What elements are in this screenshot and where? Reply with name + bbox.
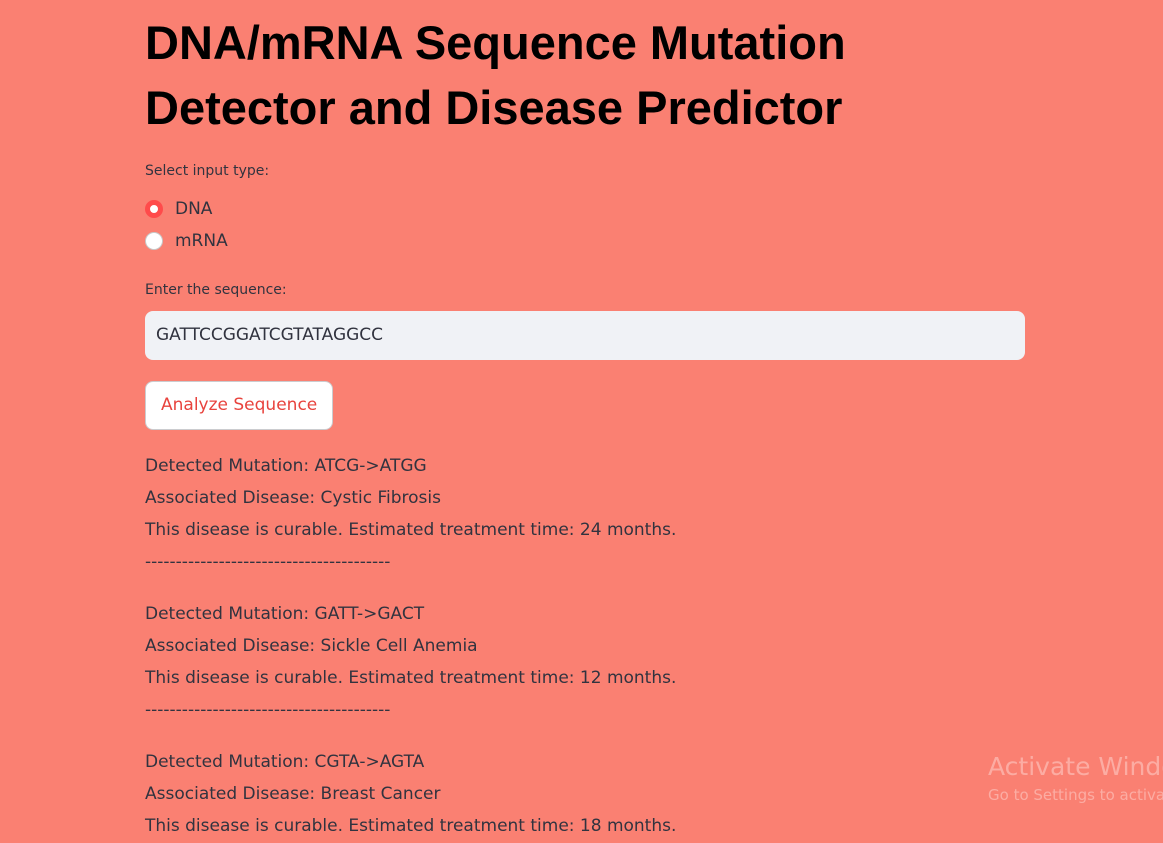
result-mutation: Detected Mutation: CGTA->AGTA bbox=[145, 752, 425, 772]
result-disease: Associated Disease: Cystic Fibrosis bbox=[145, 488, 441, 508]
result-divider: ---------------------------------------- bbox=[145, 552, 391, 572]
radio-option[interactable]: mRNA bbox=[145, 231, 228, 251]
watermark-subtitle: Go to Settings to activate Windows. bbox=[988, 786, 1163, 804]
watermark-title: Activate Windows bbox=[988, 752, 1163, 781]
radio-selected bbox=[145, 200, 163, 218]
input-label: Enter the sequence: bbox=[145, 282, 287, 298]
page-title: DNA/mRNA Sequence Mutation Detector and … bbox=[145, 16, 846, 134]
radio-label: Select input type: bbox=[145, 163, 270, 179]
radio-option[interactable]: DNA bbox=[145, 199, 212, 219]
result-treatment: This disease is curable. Estimated treat… bbox=[145, 668, 677, 688]
result-treatment: This disease is curable. Estimated treat… bbox=[145, 520, 677, 540]
result-disease: Associated Disease: Breast Cancer bbox=[145, 784, 441, 804]
result-divider: ---------------------------------------- bbox=[145, 700, 391, 720]
result-disease: Associated Disease: Sickle Cell Anemia bbox=[145, 636, 478, 656]
radio-text: mRNA bbox=[175, 231, 228, 251]
radio-unselected bbox=[145, 232, 163, 250]
result-mutation: Detected Mutation: GATT->GACT bbox=[145, 604, 425, 624]
radio-text: DNA bbox=[175, 199, 213, 219]
result-treatment: This disease is curable. Estimated treat… bbox=[145, 816, 677, 836]
sequence-input[interactable]: GATTCCGGATCGTATAGGCC bbox=[145, 311, 1025, 360]
result-mutation: Detected Mutation: ATCG->ATGG bbox=[145, 456, 427, 476]
analyze-button[interactable]: Analyze Sequence bbox=[145, 381, 334, 430]
